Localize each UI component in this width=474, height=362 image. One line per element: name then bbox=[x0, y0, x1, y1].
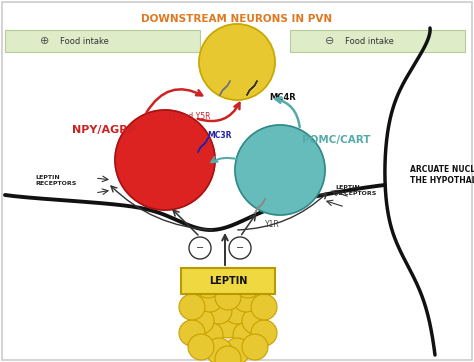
Circle shape bbox=[251, 294, 277, 320]
Circle shape bbox=[179, 294, 205, 320]
Text: Y1 and Y5R: Y1 and Y5R bbox=[167, 112, 210, 121]
Text: Food intake: Food intake bbox=[345, 37, 394, 46]
Text: −: − bbox=[196, 243, 204, 253]
Circle shape bbox=[233, 286, 259, 312]
Text: MC3R: MC3R bbox=[207, 131, 231, 140]
Circle shape bbox=[189, 237, 211, 259]
Circle shape bbox=[206, 338, 232, 362]
Circle shape bbox=[197, 286, 223, 312]
Circle shape bbox=[197, 322, 223, 348]
Circle shape bbox=[251, 320, 277, 346]
Circle shape bbox=[206, 298, 232, 324]
Circle shape bbox=[235, 272, 261, 298]
Text: ⊕: ⊕ bbox=[40, 36, 50, 46]
FancyBboxPatch shape bbox=[5, 30, 200, 52]
Text: ARCUATE NUCLEUS OF
THE HYPOTHALAMUS: ARCUATE NUCLEUS OF THE HYPOTHALAMUS bbox=[410, 165, 474, 185]
Circle shape bbox=[229, 237, 251, 259]
Circle shape bbox=[215, 284, 241, 310]
FancyBboxPatch shape bbox=[181, 268, 275, 294]
Circle shape bbox=[215, 346, 241, 362]
Circle shape bbox=[188, 334, 214, 360]
Circle shape bbox=[195, 272, 221, 298]
Circle shape bbox=[179, 320, 205, 346]
Circle shape bbox=[224, 298, 250, 324]
Circle shape bbox=[188, 308, 214, 334]
Circle shape bbox=[199, 24, 275, 100]
Circle shape bbox=[233, 322, 259, 348]
Text: Food intake: Food intake bbox=[60, 37, 109, 46]
Text: DOWNSTREAM NEURONS IN PVN: DOWNSTREAM NEURONS IN PVN bbox=[141, 14, 333, 24]
Text: NPY/AGRP: NPY/AGRP bbox=[72, 125, 136, 135]
Text: POMC/CART: POMC/CART bbox=[302, 135, 371, 145]
Circle shape bbox=[242, 308, 268, 334]
Text: −: − bbox=[236, 243, 244, 253]
Text: LEPTIN
RECEPTORS: LEPTIN RECEPTORS bbox=[335, 185, 376, 196]
Circle shape bbox=[115, 110, 215, 210]
Circle shape bbox=[224, 338, 250, 362]
Text: ⊖: ⊖ bbox=[325, 36, 335, 46]
Text: LEPTIN
RECEPTORS: LEPTIN RECEPTORS bbox=[35, 175, 76, 186]
Circle shape bbox=[242, 334, 268, 360]
Circle shape bbox=[215, 312, 241, 338]
Text: MC4R: MC4R bbox=[269, 93, 296, 102]
FancyBboxPatch shape bbox=[290, 30, 465, 52]
Circle shape bbox=[235, 125, 325, 215]
Text: Y1R: Y1R bbox=[265, 220, 280, 229]
Text: LEPTIN: LEPTIN bbox=[209, 276, 247, 286]
